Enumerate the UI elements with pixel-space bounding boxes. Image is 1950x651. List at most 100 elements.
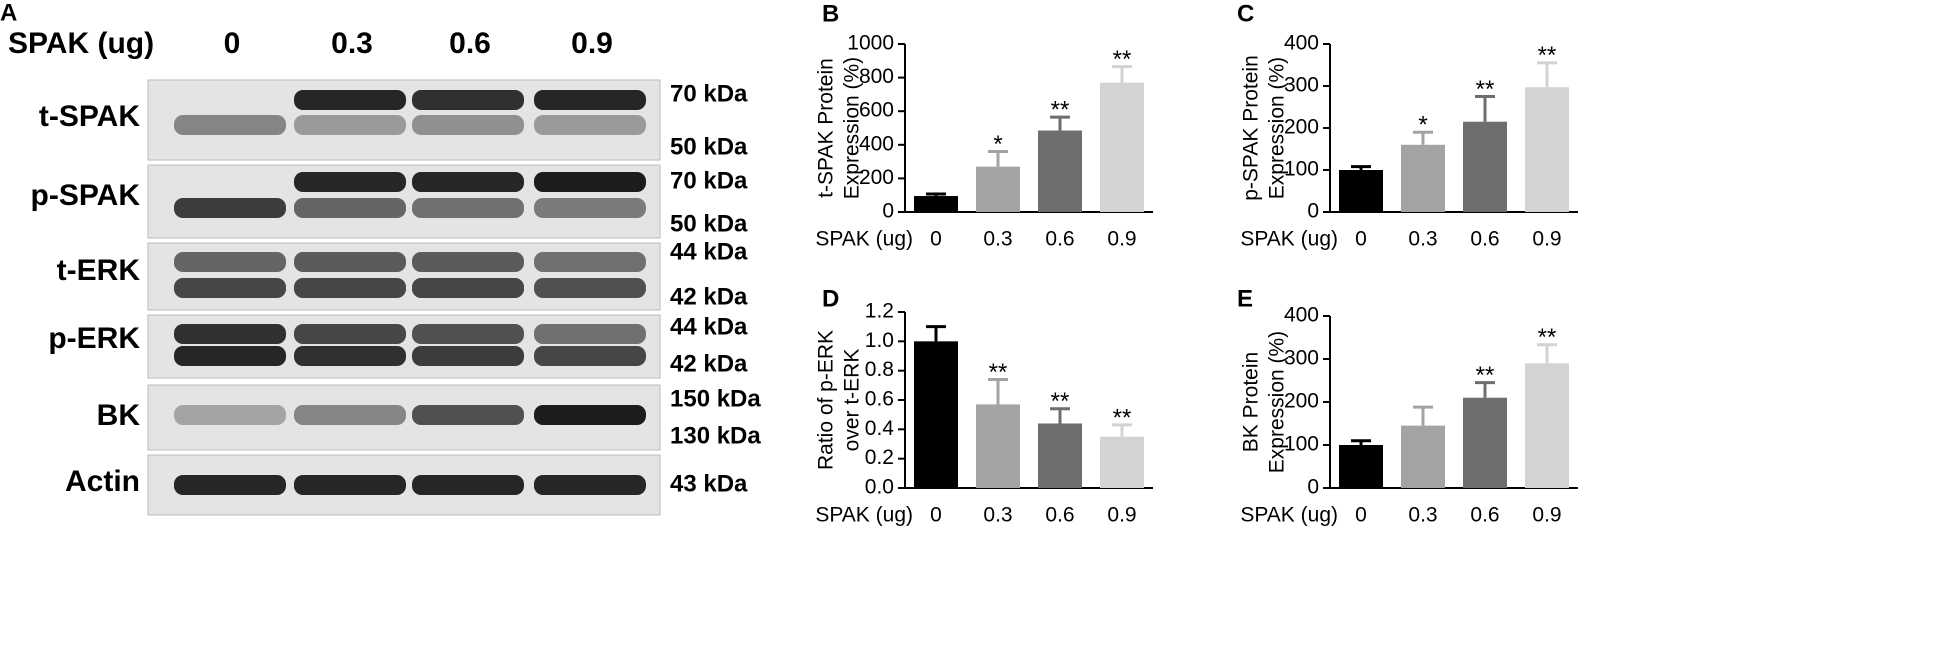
significance: ** xyxy=(1113,404,1132,431)
x-axis-label: SPAK (ug) xyxy=(1240,504,1338,527)
x-tick-label: 0.6 xyxy=(1470,228,1499,251)
error-bar xyxy=(926,192,946,197)
size-label: 150 kDa xyxy=(670,385,761,412)
bar xyxy=(1525,363,1569,488)
blot-band xyxy=(534,90,646,110)
row-label: p-ERK xyxy=(48,322,140,355)
significance: ** xyxy=(1538,324,1557,351)
blot-band xyxy=(174,405,286,425)
blot-band xyxy=(174,346,286,366)
blot-band xyxy=(412,90,524,110)
blot-band xyxy=(294,346,406,366)
x-tick-label: 0 xyxy=(930,504,942,527)
error-bar xyxy=(1351,439,1371,445)
size-label: 50 kDa xyxy=(670,133,748,160)
x-tick-label: 0.9 xyxy=(1532,228,1561,251)
y-axis-label: p-SPAK Protein xyxy=(1240,55,1263,201)
x-tick-label: 0.3 xyxy=(1408,228,1437,251)
bar xyxy=(976,166,1020,212)
y-tick-label: 0.4 xyxy=(865,417,895,440)
y-axis-label: t-SPAK Protein xyxy=(815,58,838,198)
x-tick-label: 0.9 xyxy=(1107,504,1136,527)
blot-band xyxy=(534,324,646,344)
blot-band xyxy=(534,198,646,218)
error-bar xyxy=(1537,343,1557,364)
blot-band xyxy=(174,198,286,218)
blot-band xyxy=(534,475,646,495)
blot-band xyxy=(174,324,286,344)
blot-band xyxy=(534,278,646,298)
blot-band xyxy=(412,172,524,192)
x-tick-label: 0 xyxy=(930,228,942,251)
y-tick-label: 0.8 xyxy=(865,358,894,381)
x-tick-label: 0.9 xyxy=(1532,504,1561,527)
error-bar xyxy=(1475,95,1495,122)
significance: ** xyxy=(1476,362,1495,389)
x-tick-label: 0.6 xyxy=(1470,504,1499,527)
blot-band xyxy=(412,346,524,366)
error-bar xyxy=(1475,381,1495,398)
size-label: 42 kDa xyxy=(670,283,748,310)
blot-band xyxy=(412,252,524,272)
y-tick-label: 100 xyxy=(1284,433,1319,456)
significance: ** xyxy=(1051,96,1070,123)
lane-label: 0 xyxy=(224,27,241,60)
y-tick-label: 1.0 xyxy=(865,329,894,352)
blot-band xyxy=(534,405,646,425)
bar xyxy=(1525,87,1569,212)
bar xyxy=(1339,170,1383,212)
size-label: 70 kDa xyxy=(670,167,748,194)
y-tick-label: 0 xyxy=(1307,476,1319,499)
bar xyxy=(1038,423,1082,488)
blot-band xyxy=(294,198,406,218)
blot-band xyxy=(412,115,524,135)
x-tick-label: 0.9 xyxy=(1107,228,1136,251)
bar xyxy=(1463,121,1507,212)
bar xyxy=(1463,397,1507,488)
x-tick-label: 0 xyxy=(1355,504,1367,527)
error-bar xyxy=(1112,65,1132,83)
error-bar xyxy=(1050,407,1070,424)
blot-band xyxy=(534,172,646,192)
blot-band xyxy=(294,115,406,135)
x-tick-label: 0.3 xyxy=(983,228,1012,251)
size-label: 44 kDa xyxy=(670,238,748,265)
bar xyxy=(914,196,958,212)
row-label: p-SPAK xyxy=(31,179,141,212)
error-bar xyxy=(988,150,1008,167)
blot-band xyxy=(412,198,524,218)
blot-band xyxy=(412,278,524,298)
blot-band xyxy=(174,115,286,135)
y-tick-label: 1.2 xyxy=(865,300,894,323)
row-label: t-SPAK xyxy=(39,100,140,133)
blot-band xyxy=(412,475,524,495)
blot-band xyxy=(294,90,406,110)
blot-band xyxy=(412,405,524,425)
panel-letter: E xyxy=(1237,285,1253,312)
y-tick-label: 600 xyxy=(859,99,894,122)
error-bar xyxy=(1112,423,1132,437)
significance: ** xyxy=(1051,388,1070,415)
y-tick-label: 0 xyxy=(882,200,894,223)
significance: * xyxy=(1418,112,1427,139)
y-tick-label: 400 xyxy=(859,132,894,155)
y-tick-label: 200 xyxy=(859,166,894,189)
y-tick-label: 400 xyxy=(1284,32,1319,55)
blot-band xyxy=(534,252,646,272)
x-tick-label: 0.6 xyxy=(1045,504,1074,527)
error-bar xyxy=(1413,130,1433,145)
error-bar xyxy=(1050,115,1070,131)
bar xyxy=(1100,82,1144,212)
bar xyxy=(1401,144,1445,212)
blot-band xyxy=(294,252,406,272)
bar xyxy=(1401,425,1445,488)
x-tick-label: 0.3 xyxy=(983,504,1012,527)
y-tick-label: 1000 xyxy=(847,32,894,55)
error-bar xyxy=(1537,61,1557,88)
y-tick-label: 800 xyxy=(859,65,894,88)
x-axis-label: SPAK (ug) xyxy=(1240,228,1338,251)
size-label: 130 kDa xyxy=(670,422,761,449)
y-tick-label: 300 xyxy=(1284,347,1319,370)
row-label: t-ERK xyxy=(57,254,141,287)
